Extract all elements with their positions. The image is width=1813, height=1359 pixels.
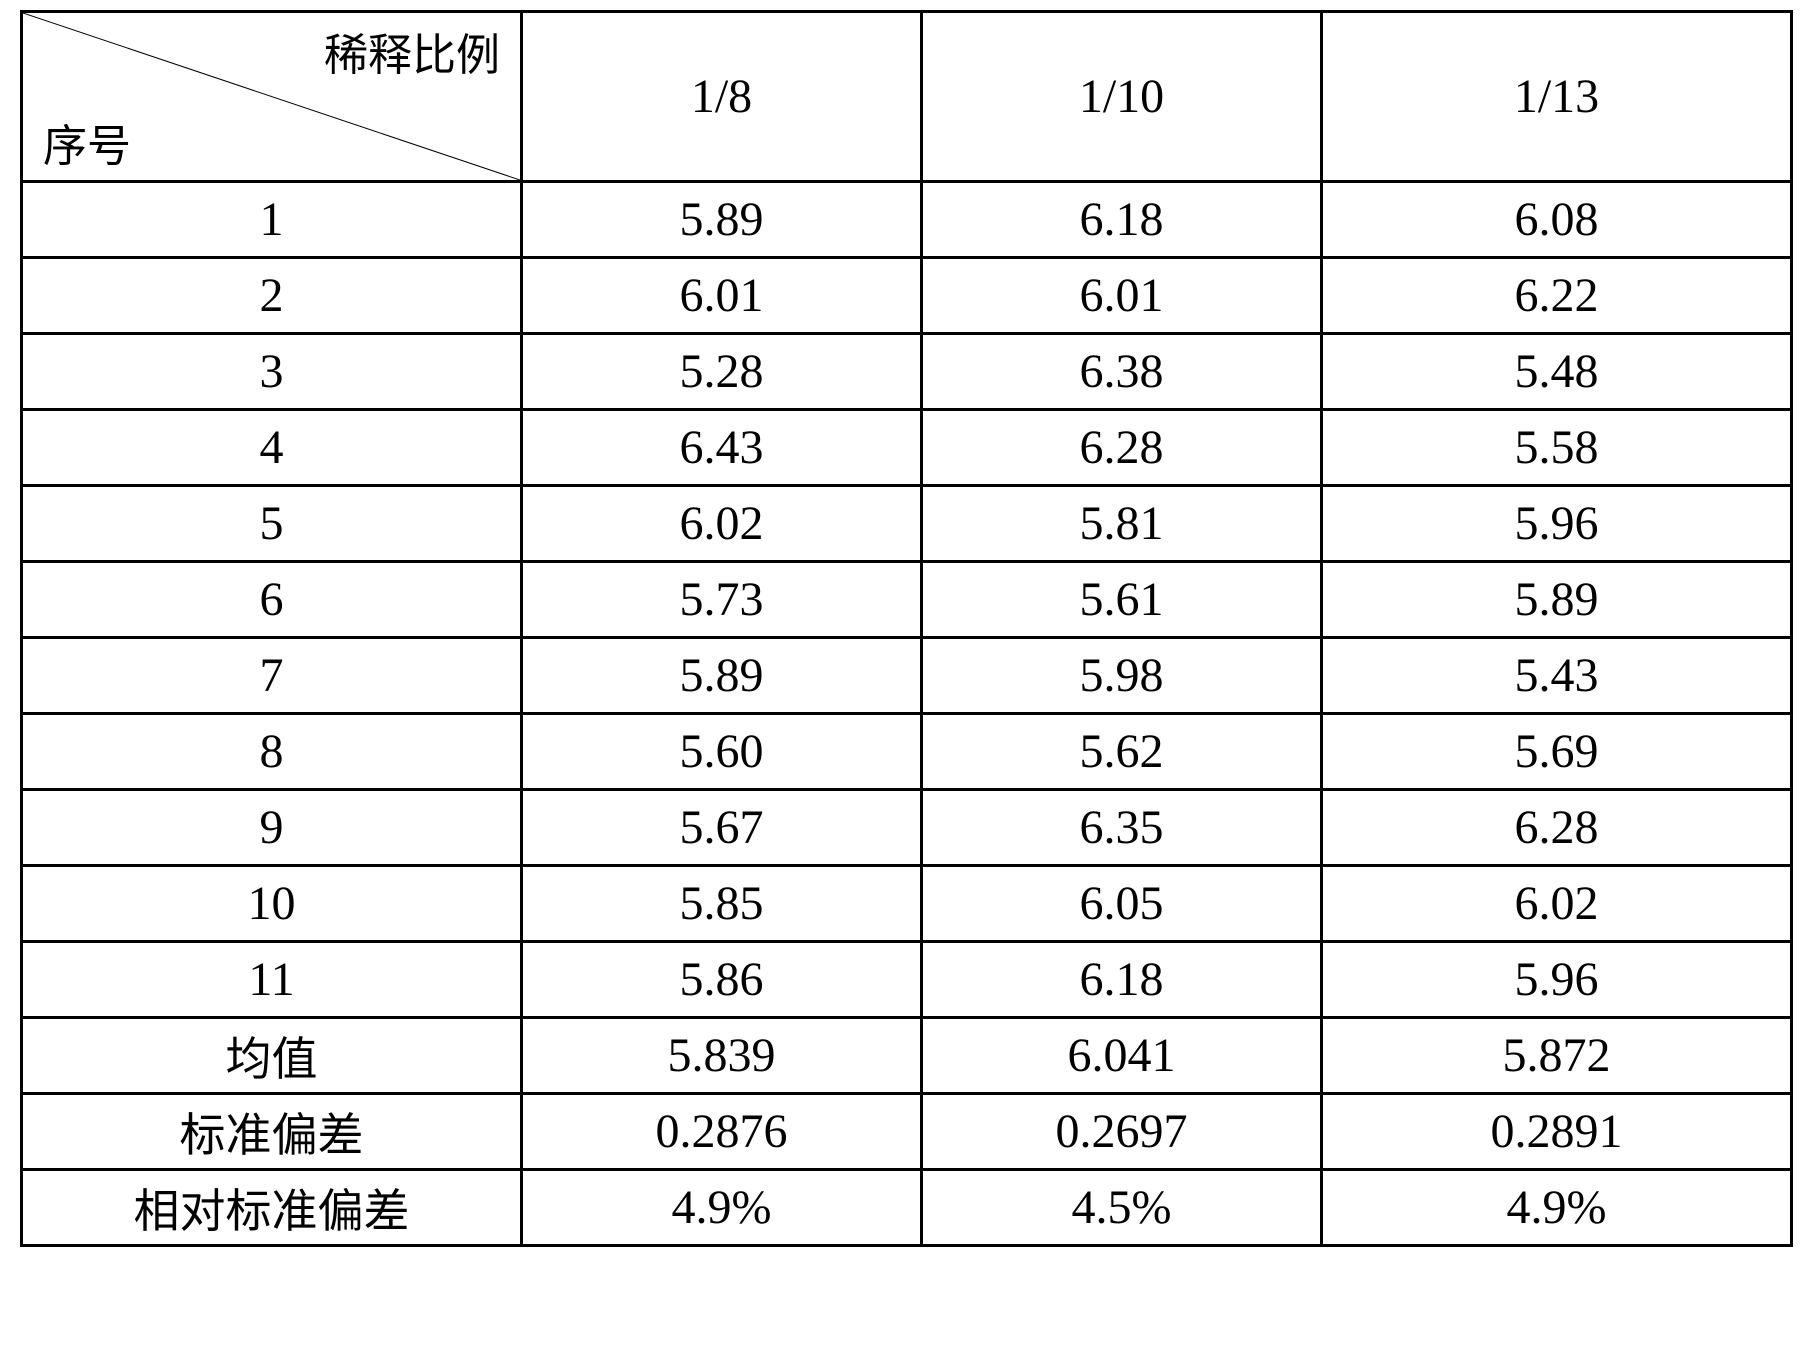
table-cell: 6.041: [922, 1018, 1322, 1094]
table-cell: 6.01: [522, 258, 922, 334]
page: 稀释比例 序号 1/8 1/10 1/13 15.896.186.0826.01…: [0, 0, 1813, 1359]
table-row: 相对标准偏差4.9%4.5%4.9%: [22, 1170, 1792, 1246]
row-label: 2: [22, 258, 522, 334]
row-label: 标准偏差: [22, 1094, 522, 1170]
table-cell: 5.48: [1322, 334, 1792, 410]
table-cell: 6.43: [522, 410, 922, 486]
header-bottom-left-label: 序号: [43, 110, 131, 174]
column-header: 1/8: [522, 12, 922, 182]
row-label: 7: [22, 638, 522, 714]
table-cell: 0.2891: [1322, 1094, 1792, 1170]
table-header-row: 稀释比例 序号 1/8 1/10 1/13: [22, 12, 1792, 182]
column-header: 1/13: [1322, 12, 1792, 182]
row-label: 5: [22, 486, 522, 562]
table-body: 15.896.186.0826.016.016.2235.286.385.484…: [22, 182, 1792, 1246]
table-cell: 5.85: [522, 866, 922, 942]
table-cell: 6.28: [1322, 790, 1792, 866]
table-cell: 5.62: [922, 714, 1322, 790]
row-label: 11: [22, 942, 522, 1018]
table-cell: 5.69: [1322, 714, 1792, 790]
table-cell: 5.872: [1322, 1018, 1792, 1094]
table-cell: 5.60: [522, 714, 922, 790]
table-row: 75.895.985.43: [22, 638, 1792, 714]
table-cell: 6.08: [1322, 182, 1792, 258]
table-cell: 6.35: [922, 790, 1322, 866]
column-header: 1/10: [922, 12, 1322, 182]
row-label: 3: [22, 334, 522, 410]
table-cell: 4.5%: [922, 1170, 1322, 1246]
table-cell: 5.61: [922, 562, 1322, 638]
table-cell: 5.89: [522, 638, 922, 714]
table-cell: 5.89: [522, 182, 922, 258]
table-cell: 6.18: [922, 942, 1322, 1018]
table-cell: 6.02: [1322, 866, 1792, 942]
table-cell: 0.2876: [522, 1094, 922, 1170]
table-cell: 6.28: [922, 410, 1322, 486]
table-cell: 5.28: [522, 334, 922, 410]
table-cell: 5.67: [522, 790, 922, 866]
table-cell: 4.9%: [522, 1170, 922, 1246]
table-cell: 5.89: [1322, 562, 1792, 638]
table-row: 65.735.615.89: [22, 562, 1792, 638]
table-row: 均值5.8396.0415.872: [22, 1018, 1792, 1094]
table-row: 115.866.185.96: [22, 942, 1792, 1018]
table-cell: 5.81: [922, 486, 1322, 562]
row-label: 相对标准偏差: [22, 1170, 522, 1246]
table-cell: 5.98: [922, 638, 1322, 714]
table-cell: 5.43: [1322, 638, 1792, 714]
row-label: 1: [22, 182, 522, 258]
table-row: 26.016.016.22: [22, 258, 1792, 334]
row-label: 4: [22, 410, 522, 486]
table-row: 56.025.815.96: [22, 486, 1792, 562]
table-cell: 0.2697: [922, 1094, 1322, 1170]
table-row: 15.896.186.08: [22, 182, 1792, 258]
diagonal-header-cell: 稀释比例 序号: [22, 12, 522, 182]
table-row: 95.676.356.28: [22, 790, 1792, 866]
row-label: 9: [22, 790, 522, 866]
table-row: 46.436.285.58: [22, 410, 1792, 486]
table-cell: 5.839: [522, 1018, 922, 1094]
table-row: 85.605.625.69: [22, 714, 1792, 790]
table-cell: 6.38: [922, 334, 1322, 410]
table-cell: 6.01: [922, 258, 1322, 334]
table-cell: 5.86: [522, 942, 922, 1018]
table-cell: 5.73: [522, 562, 922, 638]
table-row: 105.856.056.02: [22, 866, 1792, 942]
header-top-right-label: 稀释比例: [324, 19, 500, 83]
row-label: 均值: [22, 1018, 522, 1094]
data-table: 稀释比例 序号 1/8 1/10 1/13 15.896.186.0826.01…: [20, 10, 1793, 1247]
table-cell: 6.18: [922, 182, 1322, 258]
table-cell: 4.9%: [1322, 1170, 1792, 1246]
table-cell: 6.02: [522, 486, 922, 562]
row-label: 8: [22, 714, 522, 790]
row-label: 10: [22, 866, 522, 942]
table-row: 标准偏差0.28760.26970.2891: [22, 1094, 1792, 1170]
table-cell: 6.22: [1322, 258, 1792, 334]
table-cell: 5.96: [1322, 942, 1792, 1018]
table-cell: 6.05: [922, 866, 1322, 942]
table-cell: 5.96: [1322, 486, 1792, 562]
table-row: 35.286.385.48: [22, 334, 1792, 410]
row-label: 6: [22, 562, 522, 638]
table-cell: 5.58: [1322, 410, 1792, 486]
